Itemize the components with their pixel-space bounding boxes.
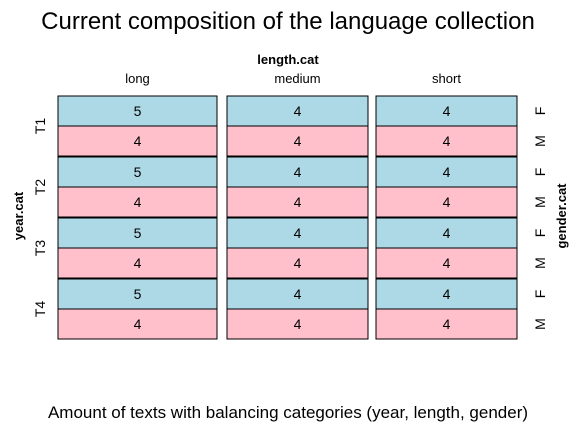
cell-t3-short-f [375, 217, 518, 249]
gender-label-m-t2: M [532, 196, 548, 208]
cell-value-t2-short-f: 4 [443, 164, 451, 180]
cell-value-t1-long-m: 4 [134, 133, 142, 149]
gender-label-f-t2: F [532, 168, 548, 177]
column-label-medium: medium [274, 71, 320, 86]
mosaic-cells: 5 4 4 4 4 4 5 4 4 4 4 4 5 4 4 4 4 4 5 4 4 4 4 4 [57, 95, 518, 340]
cell-t3-medium-m [226, 247, 369, 279]
cell-t2-medium-m [226, 186, 369, 218]
cell-t1-long-m [57, 125, 218, 157]
cell-t4-medium-f [226, 278, 369, 310]
cell-value-t2-long-f: 5 [134, 164, 142, 180]
cell-t4-medium-m [226, 308, 369, 340]
column-label-long: long [125, 71, 150, 86]
cell-value-t2-long-m: 4 [134, 194, 142, 210]
gender-label-f-t3: F [532, 229, 548, 238]
cell-t1-medium-f [226, 95, 369, 127]
chart-title: Current composition of the language coll… [41, 8, 535, 35]
cell-t3-long-m [57, 247, 218, 279]
cell-value-t3-medium-m: 4 [294, 255, 302, 271]
cell-value-t3-short-m: 4 [443, 255, 451, 271]
column-labels: long medium short [125, 71, 461, 86]
row-variable-title: year.cat [11, 191, 26, 240]
cell-value-t4-medium-m: 4 [294, 316, 302, 332]
cell-value-t2-medium-m: 4 [294, 194, 302, 210]
row-labels: T1 T2 T3 T4 [32, 118, 48, 318]
cell-value-t2-medium-f: 4 [294, 164, 302, 180]
cell-t4-long-f [57, 278, 218, 310]
cell-t2-short-m [375, 186, 518, 218]
gender-label-m-t3: M [532, 257, 548, 269]
chart-caption: Amount of texts with balancing categorie… [48, 403, 528, 422]
cell-value-t4-medium-f: 4 [294, 286, 302, 302]
cell-t2-short-f [375, 156, 518, 188]
cell-t1-short-m [375, 125, 518, 157]
cell-t1-medium-m [226, 125, 369, 157]
cell-t1-long-f [57, 95, 218, 127]
gender-label-m-t4: M [532, 318, 548, 330]
cell-t4-short-m [375, 308, 518, 340]
row-label-t3: T3 [32, 240, 48, 257]
cell-value-t1-long-f: 5 [134, 103, 142, 119]
column-variable-title: length.cat [257, 52, 319, 67]
cell-value-t3-medium-f: 4 [294, 225, 302, 241]
gender-label-f-t1: F [532, 107, 548, 116]
row-label-t2: T2 [32, 179, 48, 196]
cell-value-t1-short-f: 4 [443, 103, 451, 119]
cell-value-t1-short-m: 4 [443, 133, 451, 149]
cell-value-t3-long-m: 4 [134, 255, 142, 271]
cell-value-t1-medium-m: 4 [294, 133, 302, 149]
gender-variable-title: gender.cat [554, 183, 569, 249]
cell-value-t2-short-m: 4 [443, 194, 451, 210]
gender-label-m-t1: M [532, 135, 548, 147]
cell-value-t4-short-m: 4 [443, 316, 451, 332]
cell-value-t4-long-f: 5 [134, 286, 142, 302]
gender-label-f-t4: F [532, 290, 548, 299]
cell-value-t1-medium-f: 4 [294, 103, 302, 119]
cell-value-t4-long-m: 4 [134, 316, 142, 332]
row-label-t4: T4 [32, 301, 48, 318]
cell-value-t4-short-f: 4 [443, 286, 451, 302]
cell-t2-long-m [57, 186, 218, 218]
cell-value-t3-long-f: 5 [134, 225, 142, 241]
cell-value-t3-short-f: 4 [443, 225, 451, 241]
cell-t4-short-f [375, 278, 518, 310]
cell-t4-long-m [57, 308, 218, 340]
row-label-t1: T1 [32, 118, 48, 135]
cell-t3-short-m [375, 247, 518, 279]
column-label-short: short [432, 71, 461, 86]
gender-labels: F M F M F M F M [532, 107, 548, 330]
